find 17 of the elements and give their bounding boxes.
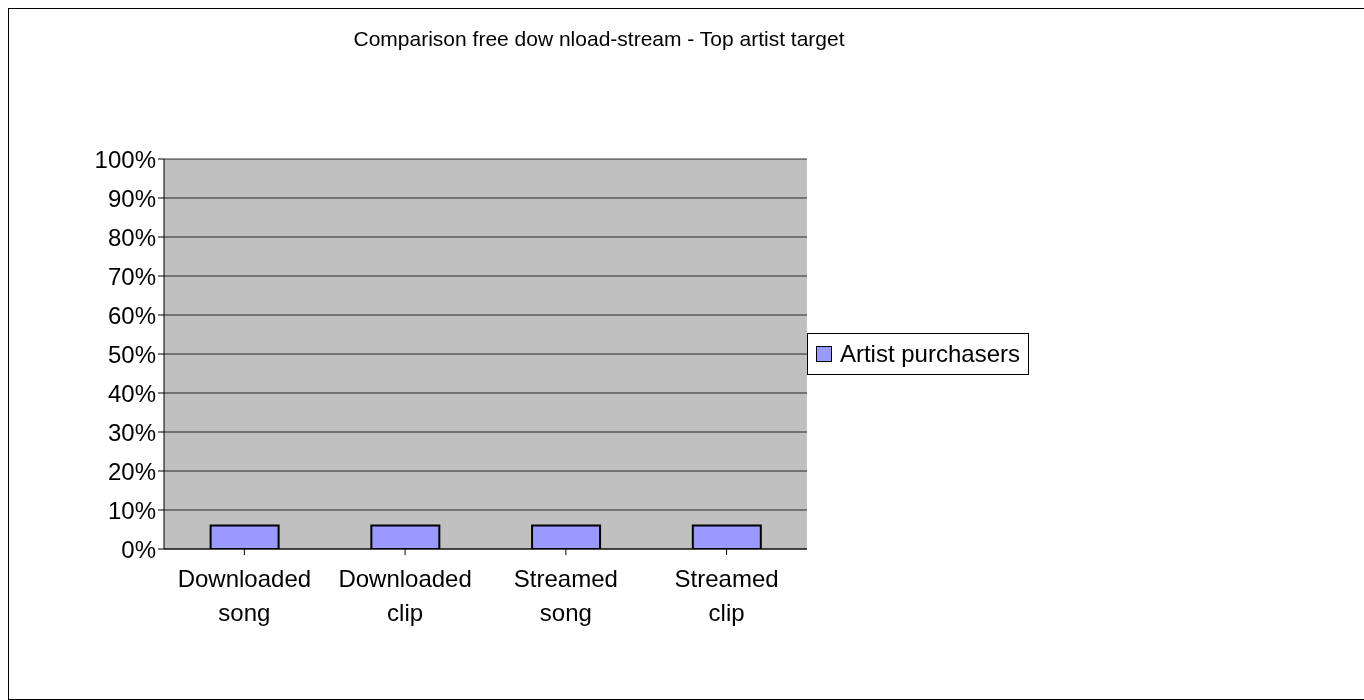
y-tick-label: 50% [107,340,156,368]
y-tick-label: 90% [107,184,156,212]
legend-label: Artist purchasers [839,340,1020,368]
chart-title: Comparison free dow nload-stream - Top artist target [352,27,846,51]
x-tick-label: Downloaded clip [338,565,472,626]
y-tick-label: 0% [121,535,156,563]
y-tick-label: 60% [107,301,156,329]
y-tick-label: 10% [107,496,156,524]
x-tick-label: Streamed clip [674,565,779,626]
x-tick-label: Streamed song [513,565,618,626]
y-tick-label: 100% [94,145,156,173]
y-tick-label: 80% [107,223,156,251]
y-tick-label: 40% [107,379,156,407]
y-tick-label: 70% [107,262,156,290]
y-tick-label: 30% [107,418,156,446]
x-tick-label: Downloaded song [177,565,312,626]
y-tick-label: 20% [107,457,156,485]
